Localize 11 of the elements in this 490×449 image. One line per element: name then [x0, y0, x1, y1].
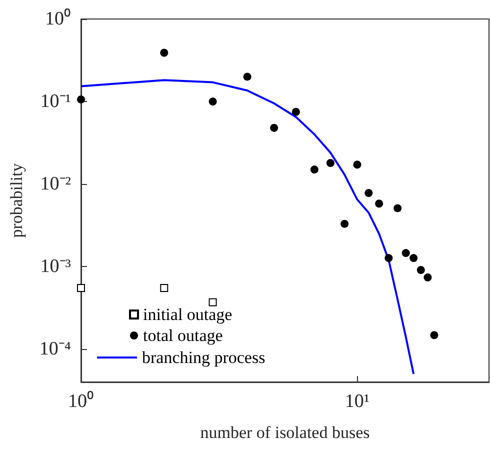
y-tick-label: 10⁻⁴ — [39, 338, 72, 360]
y-tick-label: 10⁻³ — [40, 256, 72, 278]
legend-label: initial outage — [143, 305, 232, 324]
y-axis-title: probability — [7, 162, 26, 238]
x-tick-label: 10¹ — [344, 391, 370, 412]
y-tick-label: 10⁰ — [45, 8, 71, 30]
x-axis-title: number of isolated buses — [200, 423, 370, 442]
legend-label: branching process — [142, 348, 266, 367]
y-tick-label: 10⁻¹ — [40, 91, 72, 112]
y-tick-label: 10⁻² — [40, 174, 72, 195]
legend-label: total outage — [143, 326, 223, 345]
